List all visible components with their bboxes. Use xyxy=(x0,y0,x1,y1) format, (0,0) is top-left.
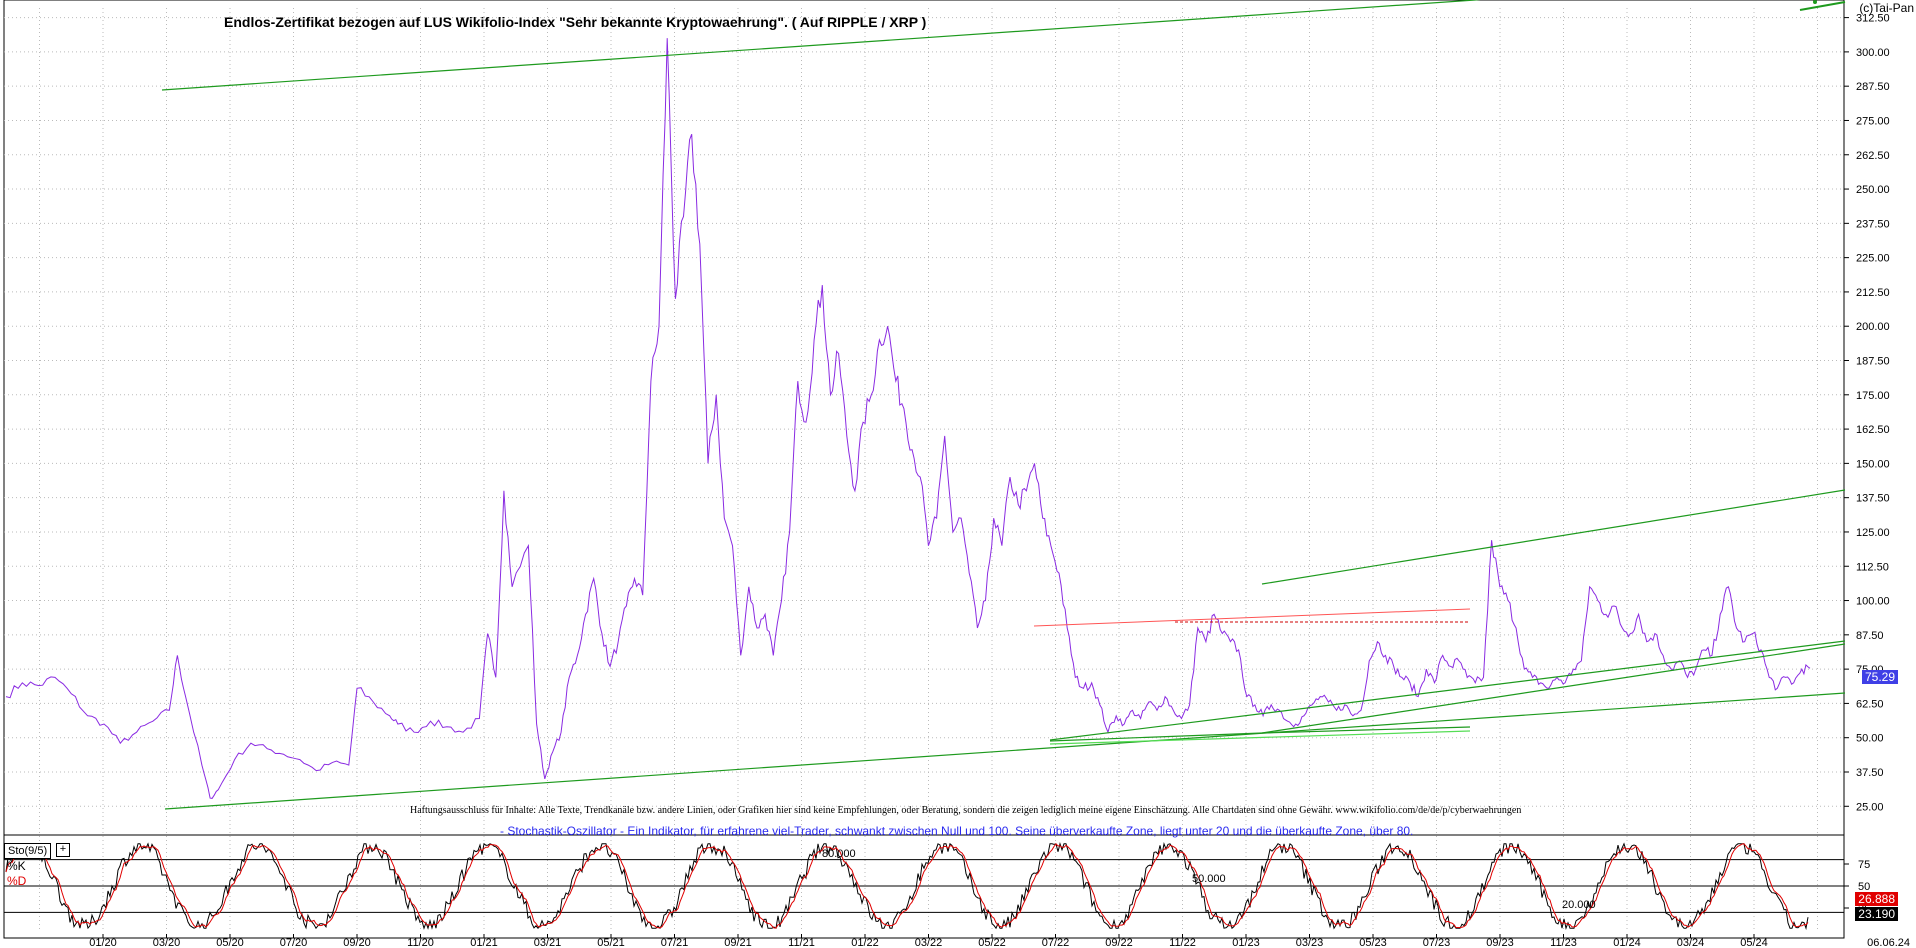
x-tick-label: 07/21 xyxy=(661,937,689,948)
copyright-label: (c)Tai-Pan xyxy=(1859,1,1914,15)
trend-line xyxy=(1049,732,1263,742)
sto-y-tick-label: 75 xyxy=(1858,859,1870,871)
x-tick-label: 01/22 xyxy=(851,937,879,948)
y-tick-label: 200.00 xyxy=(1856,321,1890,333)
y-tick-label: 250.00 xyxy=(1856,184,1890,196)
x-tick-label: 05/21 xyxy=(597,937,625,948)
trend-line xyxy=(164,692,1846,810)
k-line xyxy=(5,841,1809,931)
y-tick-label: 312.50 xyxy=(1856,13,1890,25)
x-tick-label: 05/20 xyxy=(216,937,244,948)
x-tick-label: 07/22 xyxy=(1042,937,1070,948)
y-tick-label: 287.50 xyxy=(1856,81,1890,93)
x-tick-label: 11/20 xyxy=(407,937,434,948)
y-tick-label: 87.50 xyxy=(1856,630,1884,642)
resistance-line xyxy=(1033,608,1471,627)
d-series-label: %D xyxy=(7,874,27,888)
x-tick-label: 09/23 xyxy=(1486,937,1514,948)
y-tick-label: 187.50 xyxy=(1856,356,1890,368)
chart-frame xyxy=(3,0,1845,939)
x-tick-label: 11/22 xyxy=(1169,937,1196,948)
chart-title: Endlos-Zertifikat bezogen auf LUS Wikifo… xyxy=(224,14,927,30)
y-tick-label: 300.00 xyxy=(1856,47,1890,59)
x-tick-label: 11/23 xyxy=(1550,937,1577,948)
y-tick-label: 62.50 xyxy=(1856,698,1884,710)
x-tick-label: 05/24 xyxy=(1740,937,1768,948)
y-tick-label: 275.00 xyxy=(1856,115,1890,127)
y-tick-label: 125.00 xyxy=(1856,527,1890,539)
x-tick-label: 01/24 xyxy=(1613,937,1641,948)
trend-line xyxy=(1261,643,1846,734)
trend-line xyxy=(161,0,1476,91)
indicator-add-button[interactable]: + xyxy=(56,843,70,857)
x-tick-label: 07/23 xyxy=(1423,937,1451,948)
trend-marker xyxy=(1813,0,1817,4)
level-50-label: 50.000 xyxy=(1192,873,1226,885)
x-tick-label: 03/21 xyxy=(534,937,562,948)
y-tick-label: 212.50 xyxy=(1856,287,1890,299)
y-tick-label: 137.50 xyxy=(1856,493,1890,505)
last-price-badge: 75.29 xyxy=(1861,670,1898,684)
trend-line-light xyxy=(1049,730,1471,745)
last-k-badge: 23.190 xyxy=(1855,907,1898,921)
y-tick-label: 237.50 xyxy=(1856,218,1890,230)
trend-line-top-right xyxy=(1799,1,1846,11)
trend-line xyxy=(1261,726,1471,734)
y-tick-label: 37.50 xyxy=(1856,767,1884,779)
x-tick-label: 03/20 xyxy=(153,937,181,948)
y-tick-label: 225.00 xyxy=(1856,253,1890,265)
x-tick-label: 11/21 xyxy=(788,937,815,948)
x-tick-label: 07/20 xyxy=(280,937,308,948)
y-tick-label: 25.00 xyxy=(1856,801,1884,813)
x-tick-label: 09/20 xyxy=(343,937,371,948)
level-20-label: 20.000 xyxy=(1562,899,1596,911)
indicator-name-box[interactable]: Sto(9/5) xyxy=(4,843,52,859)
last-d-badge: 26.888 xyxy=(1855,892,1898,906)
y-tick-label: 100.00 xyxy=(1856,596,1890,608)
x-tick-label: 09/22 xyxy=(1105,937,1133,948)
x-tick-label: 03/24 xyxy=(1677,937,1705,948)
y-tick-label: 112.50 xyxy=(1856,561,1889,573)
y-tick-label: 175.00 xyxy=(1856,390,1890,402)
x-tick-label: 05/23 xyxy=(1359,937,1387,948)
level-80-label: 80.000 xyxy=(822,848,856,860)
sto-y-tick-label: 50 xyxy=(1858,881,1870,893)
trend-line xyxy=(1261,489,1846,585)
last-date-label: 06.06.24 xyxy=(1867,937,1910,948)
stochastic-description: - Stochastik-Oszillator - Ein Indikator,… xyxy=(500,824,1414,838)
x-tick-label: 01/23 xyxy=(1232,937,1260,948)
y-tick-label: 150.00 xyxy=(1856,458,1890,470)
d-line xyxy=(5,843,1809,929)
disclaimer-text: Haftungsausschluss für Inhalte: Alle Tex… xyxy=(410,805,1522,816)
x-tick-label: 03/23 xyxy=(1296,937,1324,948)
x-tick-label: 01/20 xyxy=(89,937,117,948)
x-tick-label: 01/21 xyxy=(470,937,498,948)
y-tick-label: 162.50 xyxy=(1856,424,1890,436)
x-tick-label: 09/21 xyxy=(724,937,752,948)
x-tick-label: 03/22 xyxy=(915,937,943,948)
y-tick-label: 262.50 xyxy=(1856,150,1890,162)
x-tick-label: 05/22 xyxy=(978,937,1006,948)
trend-line xyxy=(1049,640,1846,741)
k-series-label: %K xyxy=(7,859,26,873)
price-line xyxy=(5,38,1811,799)
y-tick-label: 50.00 xyxy=(1856,733,1884,745)
